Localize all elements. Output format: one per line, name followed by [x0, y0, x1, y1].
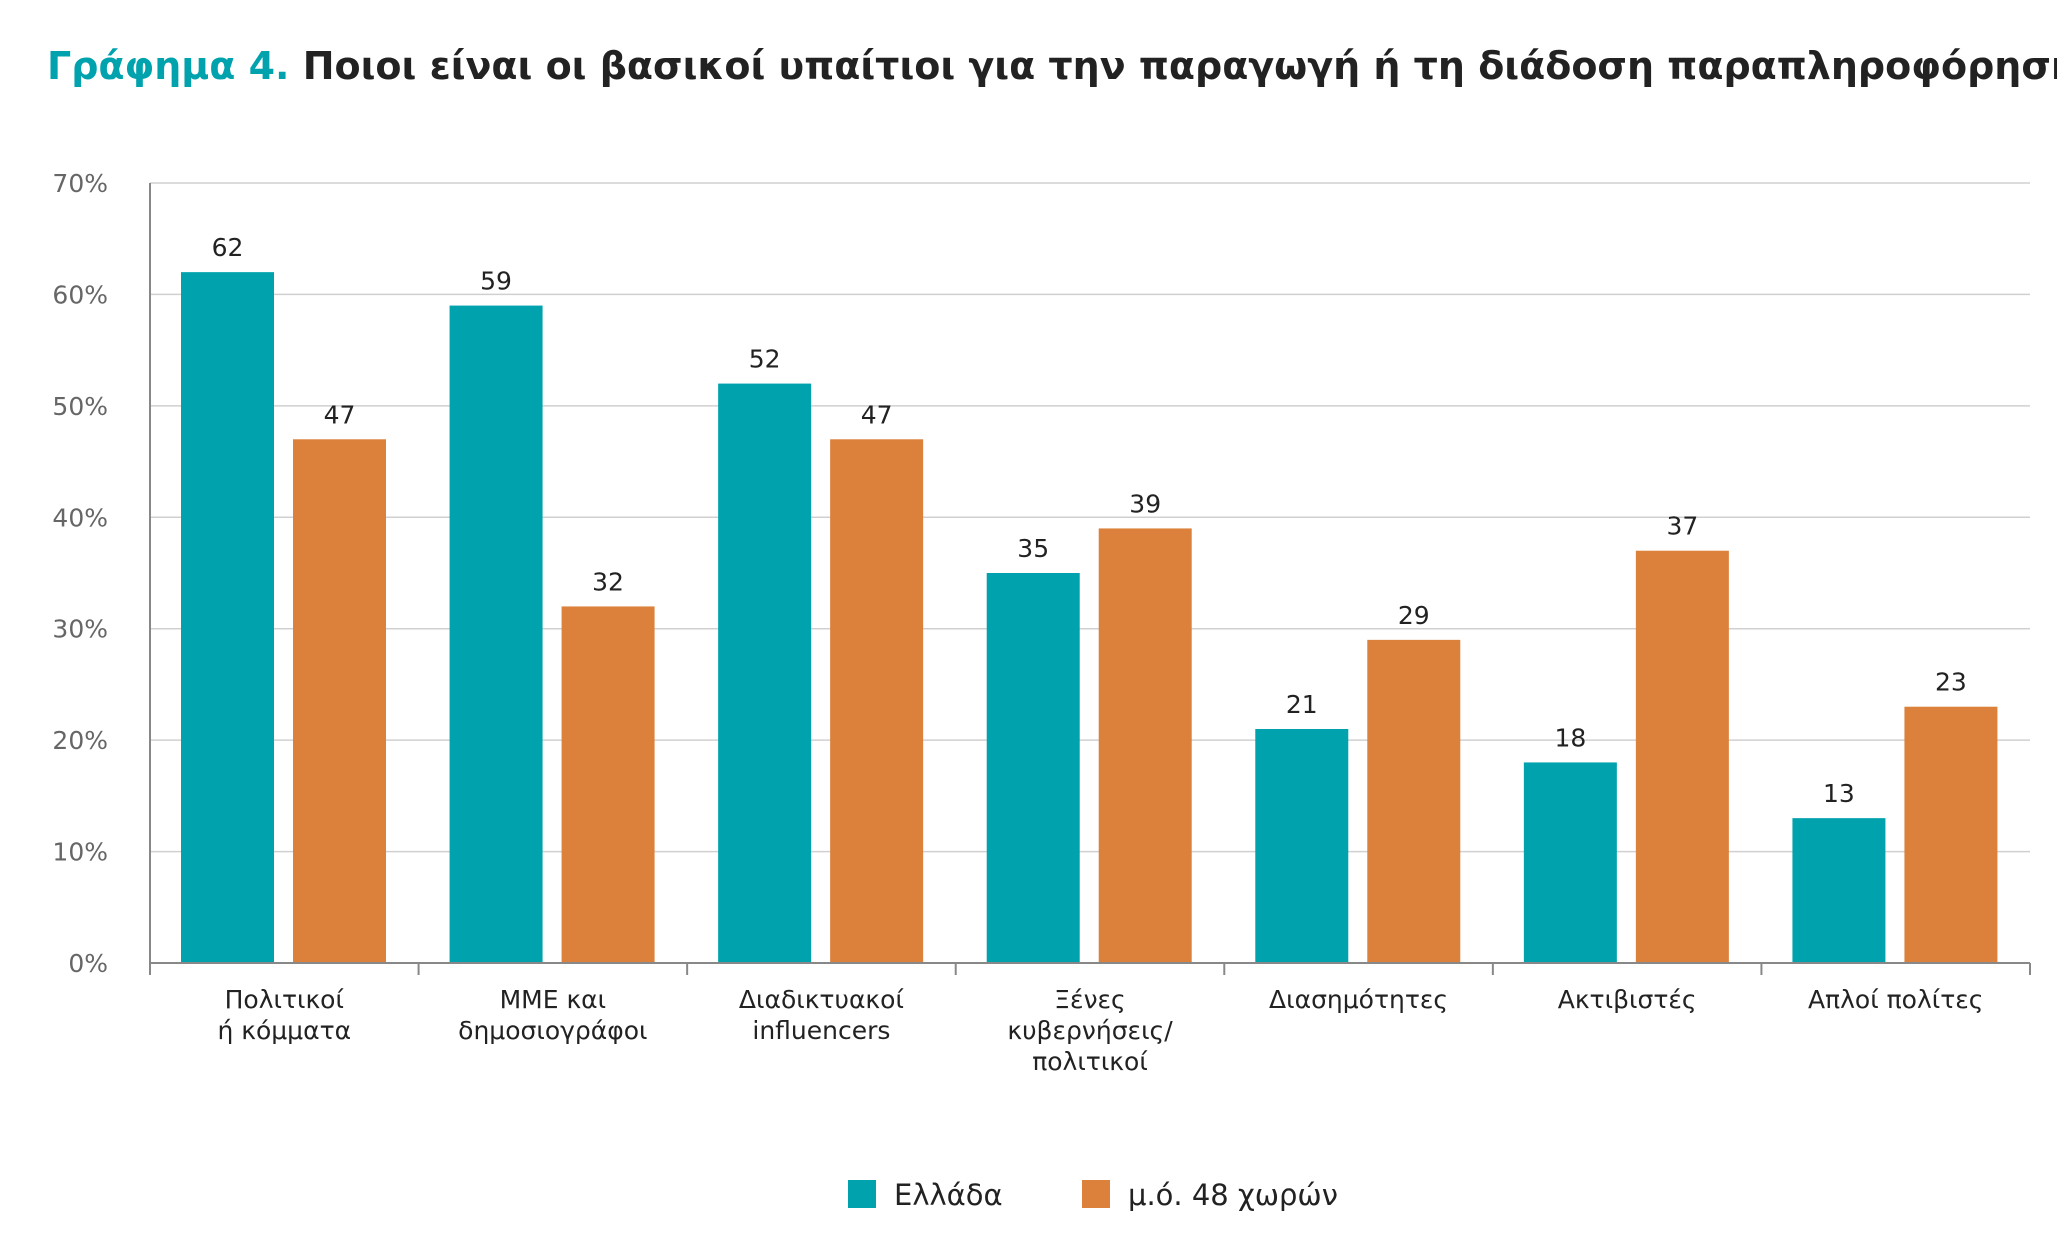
y-tick-label: 40%	[52, 503, 108, 532]
x-tick-label: Ακτιβιστές	[1558, 985, 1697, 1014]
data-label: 21	[1286, 690, 1318, 719]
y-tick-label: 50%	[52, 392, 108, 421]
x-tick-label: Πολιτικοί ή κόμματα	[217, 985, 351, 1045]
chart-title-number: Γράφημα 4.	[47, 44, 290, 88]
x-axis: Πολιτικοί ή κόμματα ΜΜΕ και δημοσιογράφοι Δι…	[149, 183, 2031, 1076]
data-label: 29	[1398, 601, 1430, 630]
bar	[1904, 706, 1998, 963]
bar	[718, 383, 812, 964]
x-tick-label: Ξένες κυβερνήσεις/πολιτικοί	[1007, 985, 1173, 1076]
legend: Ελλάδα μ.ό. 48 χωρών	[848, 1178, 1338, 1212]
data-label: 59	[480, 267, 512, 296]
x-tick-label: Απλοί πολίτες	[1808, 985, 1984, 1014]
y-tick-label: 20%	[52, 726, 108, 755]
data-label: 32	[592, 567, 624, 596]
legend-label: μ.ό. 48 χωρών	[1128, 1178, 1338, 1212]
x-tick-label: Διασημότητες	[1269, 985, 1448, 1014]
bar	[561, 606, 655, 963]
data-label: 47	[324, 400, 356, 429]
data-label: 37	[1666, 512, 1698, 541]
y-tick-label: 30%	[52, 615, 108, 644]
bar	[1367, 639, 1461, 963]
bar	[449, 305, 543, 964]
data-label: 13	[1823, 779, 1855, 808]
data-label: 52	[749, 345, 781, 374]
bar	[986, 573, 1080, 963]
data-label: 18	[1554, 723, 1586, 752]
bar	[1523, 762, 1617, 963]
x-tick-label: ΜΜΕ και δημοσιογράφοι	[458, 985, 647, 1045]
data-label: 62	[212, 233, 244, 262]
x-tick-label: Διαδικτυακοί influencers	[739, 985, 905, 1045]
legend-swatch	[1082, 1180, 1110, 1208]
data-label: 23	[1935, 668, 1967, 697]
bar	[293, 439, 386, 963]
data-label: 39	[1129, 489, 1161, 518]
bars: 62 59 52 35 21 18 13 47 32 47 39 29 37 23	[181, 233, 1998, 964]
y-tick-label: 60%	[52, 280, 108, 309]
bar	[1255, 729, 1349, 963]
bar	[1098, 528, 1192, 963]
y-tick-label: 70%	[52, 169, 108, 198]
data-label: 47	[861, 400, 893, 429]
y-axis: 0% 10% 20% 30% 40% 50% 60% 70%	[52, 169, 108, 978]
gridlines	[150, 182, 2030, 853]
data-label: 35	[1017, 534, 1049, 563]
bar	[1635, 550, 1729, 963]
chart-title: Γράφημα 4. Ποιοι είναι οι βασικοί υπαίτι…	[47, 44, 2057, 88]
legend-label: Ελλάδα	[894, 1178, 1003, 1212]
bar	[1792, 818, 1886, 963]
bar	[181, 272, 274, 964]
bar	[830, 439, 924, 963]
y-tick-label: 10%	[52, 838, 108, 867]
y-tick-label: 0%	[68, 949, 108, 978]
legend-swatch	[848, 1180, 876, 1208]
chart-title-text: Ποιοι είναι οι βασικοί υπαίτιοι για την …	[302, 44, 2057, 88]
